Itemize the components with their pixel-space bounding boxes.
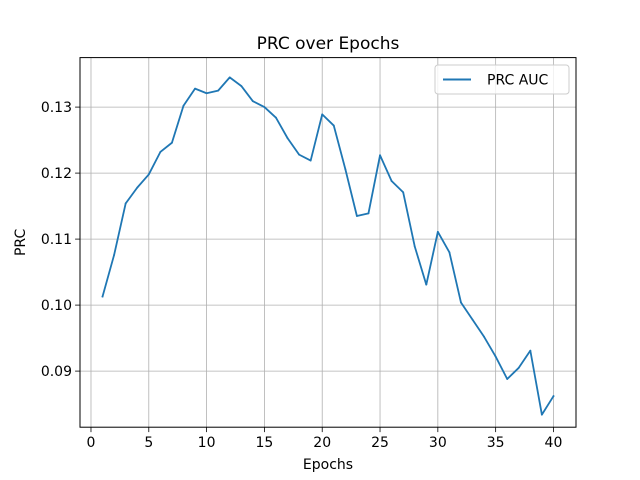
data-point — [171, 141, 173, 144]
data-point — [460, 301, 462, 304]
x-tick-label: 25 — [371, 435, 389, 451]
data-point — [286, 137, 289, 140]
data-point — [517, 366, 520, 369]
data-point — [217, 89, 220, 92]
x-tick-label: 35 — [487, 435, 505, 451]
x-tick-label: 15 — [255, 435, 273, 451]
data-point — [402, 191, 405, 194]
grid-lines — [80, 57, 576, 428]
data-point — [367, 212, 370, 215]
y-tick-label: 0.12 — [41, 166, 72, 182]
x-tick-label: 10 — [198, 435, 216, 451]
data-point — [356, 215, 358, 217]
data-point — [448, 251, 451, 254]
data-point — [552, 395, 555, 398]
data-point — [540, 413, 543, 416]
data-point — [113, 254, 116, 256]
data-point — [194, 87, 196, 90]
data-point — [251, 100, 254, 103]
x-tick-label: 30 — [429, 435, 447, 451]
data-point — [483, 335, 485, 338]
legend-label-prc-auc: PRC AUC — [487, 73, 549, 89]
data-point — [263, 106, 266, 108]
data-point — [413, 245, 416, 248]
data-point — [101, 295, 104, 298]
data-point — [136, 186, 139, 189]
y-axis-title: PRC — [13, 229, 29, 256]
plot-frame — [79, 57, 577, 428]
legend: PRC AUC — [434, 64, 570, 95]
x-tick-label: 40 — [545, 435, 563, 451]
data-point — [205, 92, 208, 95]
data-point — [344, 168, 347, 171]
axis-ticks: 0 5 10 15 20 25 30 35 40 0.09 0.10 0.11 0.12 0.13 — [41, 100, 563, 451]
data-point — [228, 76, 231, 79]
y-tick-label: 0.10 — [41, 298, 72, 314]
legend-box — [434, 64, 570, 95]
data-point — [321, 113, 324, 116]
data-point — [471, 318, 474, 321]
data-point — [147, 173, 150, 176]
x-tick-label: 20 — [313, 435, 331, 451]
data-point — [309, 159, 312, 162]
data-point — [240, 85, 243, 87]
x-tick-label: 5 — [144, 435, 153, 451]
x-axis-title: Epochs — [303, 457, 353, 473]
series-line-prc-auc — [101, 76, 555, 416]
x-tick-label: 0 — [87, 435, 96, 451]
data-point — [332, 124, 335, 127]
data-point — [124, 202, 127, 205]
data-point — [494, 355, 497, 358]
data-point — [529, 349, 532, 352]
data-point — [379, 154, 381, 157]
data-series — [101, 76, 555, 416]
y-tick-label: 0.13 — [41, 100, 72, 116]
data-point — [506, 378, 509, 380]
data-point — [182, 104, 185, 107]
data-point — [436, 230, 439, 233]
data-point — [275, 116, 277, 119]
data-point — [425, 283, 428, 286]
data-point — [159, 151, 162, 153]
y-tick-label: 0.11 — [41, 232, 72, 248]
chart-title: PRC over Epochs — [257, 34, 400, 54]
data-point — [298, 153, 300, 156]
data-point — [390, 180, 393, 182]
y-tick-label: 0.09 — [41, 364, 72, 380]
